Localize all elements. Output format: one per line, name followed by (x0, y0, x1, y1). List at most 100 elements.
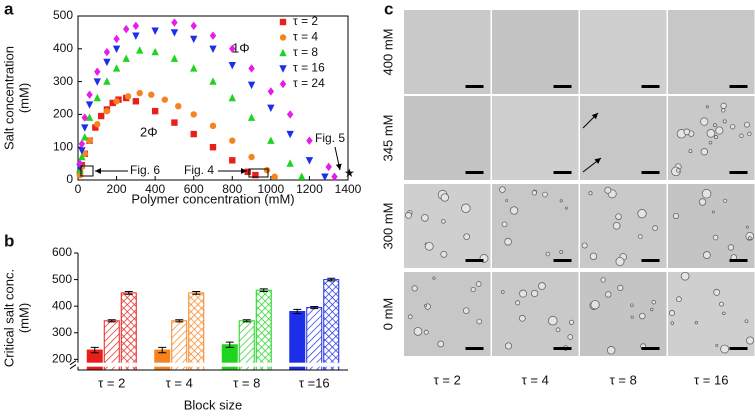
bar (171, 320, 188, 371)
y-tick-label: 400 (52, 298, 72, 312)
error-bar (293, 308, 302, 315)
point (175, 103, 182, 110)
droplet (509, 206, 519, 215)
droplet (694, 321, 698, 325)
droplet (700, 117, 709, 126)
point (113, 98, 120, 105)
legend-label: τ = 24 (293, 76, 325, 90)
panel-label: c (384, 0, 393, 18)
legend-marker (279, 65, 287, 73)
point (136, 89, 143, 97)
droplet (423, 329, 429, 335)
point (171, 18, 178, 27)
x-tick-label: 0 (75, 182, 82, 196)
y-tick-label: 300 (53, 74, 73, 88)
point (286, 159, 294, 167)
droplet (555, 327, 561, 333)
error-bar (175, 319, 184, 323)
droplet (637, 209, 647, 219)
scale-bar (553, 85, 572, 88)
point (267, 104, 275, 113)
column-label: τ = 8 (610, 372, 637, 387)
error-bar (107, 319, 116, 323)
point (190, 111, 197, 118)
point (247, 81, 256, 90)
error-bar (310, 305, 319, 310)
legend-marker (279, 18, 287, 26)
droplet (711, 210, 715, 214)
row-label: 300 mM (380, 203, 395, 250)
x-axis-label: Block size (184, 397, 243, 412)
scale-bar (641, 171, 660, 174)
column-label: τ = 16 (694, 372, 728, 387)
bar (255, 289, 272, 371)
point (247, 113, 256, 121)
point (109, 99, 116, 107)
y-tick-label: 300 (52, 325, 72, 339)
legend-marker (279, 34, 287, 41)
point (103, 47, 111, 57)
droplet (606, 346, 616, 355)
point (267, 87, 275, 96)
droplet (747, 236, 752, 241)
droplet (519, 289, 528, 298)
droplet (564, 206, 568, 210)
point (170, 29, 179, 37)
droplet (744, 319, 749, 324)
droplet (722, 311, 726, 316)
panel-label: b (4, 231, 14, 250)
point (331, 172, 338, 181)
y-tick-label: 500 (52, 272, 72, 286)
droplet (499, 186, 506, 193)
point (113, 34, 120, 44)
error-bar (192, 291, 201, 295)
point (148, 91, 155, 98)
point (132, 32, 140, 40)
point (123, 24, 130, 34)
droplet (407, 314, 413, 320)
panel-label: a (4, 0, 14, 18)
droplet (463, 233, 471, 241)
droplet (701, 188, 712, 199)
micrograph (404, 96, 491, 180)
droplet (440, 193, 449, 202)
droplet (604, 186, 612, 194)
point (85, 101, 94, 109)
droplet (713, 123, 717, 128)
scale-bar (465, 85, 484, 88)
point (263, 166, 271, 174)
error-bar (158, 346, 167, 354)
droplet (518, 314, 526, 322)
droplet (405, 211, 413, 219)
droplet (673, 213, 680, 220)
droplet (440, 250, 448, 258)
droplet (475, 281, 482, 287)
droplet (588, 191, 593, 196)
scale-bar (465, 347, 484, 350)
y-tick-label: 200 (52, 352, 72, 366)
annotation: 2Φ (140, 124, 158, 139)
droplet (651, 299, 656, 305)
point (244, 168, 251, 175)
droplet (708, 140, 713, 145)
point (76, 171, 84, 179)
x-tick-label: 1000 (258, 182, 285, 196)
droplet (720, 102, 727, 109)
point (124, 93, 132, 100)
point (136, 46, 144, 54)
droplet (723, 198, 728, 203)
point (93, 78, 101, 86)
annotation: Fig. 6 (130, 163, 160, 177)
droplet (568, 319, 575, 325)
error-bar (90, 346, 99, 354)
y-tick-label: 600 (52, 245, 72, 259)
point (271, 173, 278, 180)
legend-marker (279, 48, 287, 57)
point (161, 96, 168, 103)
droplet (688, 149, 693, 154)
bar (289, 311, 306, 371)
point (93, 93, 101, 102)
point (85, 113, 94, 121)
micrograph (668, 10, 755, 94)
scale-bar (553, 347, 572, 350)
